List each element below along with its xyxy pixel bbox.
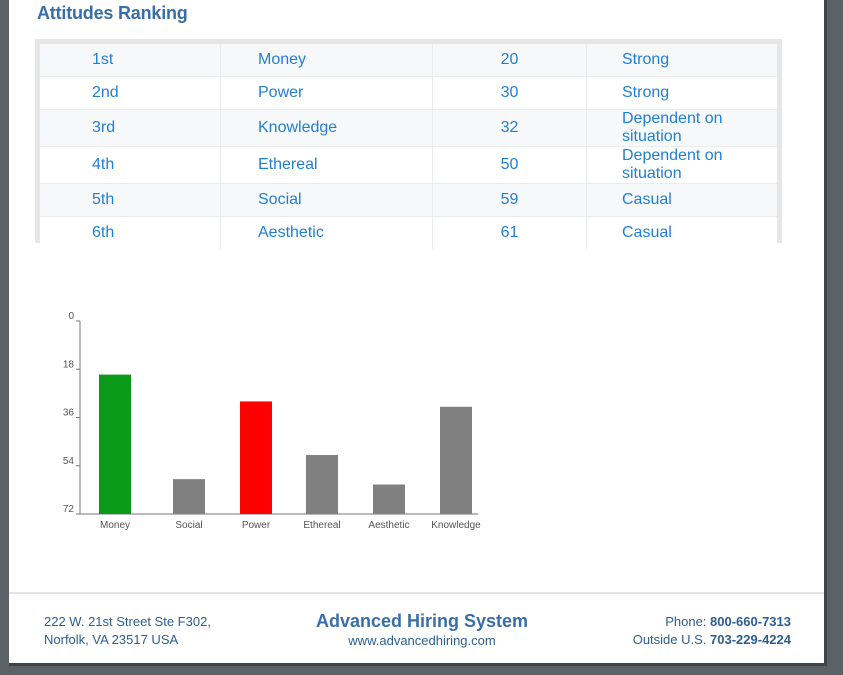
bar-ethereal xyxy=(306,455,338,514)
outside-phone-line: Outside U.S. 703-229-4224 xyxy=(633,631,791,649)
rank-cell: 6th xyxy=(40,216,221,249)
attitude-cell: Social xyxy=(220,183,433,217)
bar-money xyxy=(99,374,131,514)
y-tick-label: 72 xyxy=(63,504,75,515)
table-row: 3rd Knowledge 32 Dependent on situation xyxy=(40,109,777,147)
rank-cell: 5th xyxy=(40,183,221,217)
footer-phones: Phone: 800-660-7313 Outside U.S. 703-229… xyxy=(633,613,791,649)
brand-url[interactable]: www.advancedhiring.com xyxy=(348,633,496,648)
outside-label: Outside U.S. xyxy=(632,632,707,647)
bar-knowledge xyxy=(440,406,472,514)
x-tick-label: Aesthetic xyxy=(368,520,409,531)
bar-aesthetic xyxy=(373,484,405,514)
x-tick-label: Money xyxy=(100,520,130,531)
score-cell: 30 xyxy=(432,76,587,110)
bar-chart-svg: 0 18 36 54 72 Money Social Power Ethereal Aesthet… xyxy=(63,311,481,531)
outside-phone-number[interactable]: 703-229-4224 xyxy=(710,632,791,647)
x-tick-label: Ethereal xyxy=(303,520,340,531)
ranking-table: 1st Money 20 Strong 2nd Power 30 Strong 3rd Knowl… xyxy=(40,44,777,249)
y-tick-label: 18 xyxy=(63,359,75,370)
score-cell: 32 xyxy=(432,109,587,147)
bar-power xyxy=(240,401,272,514)
brand-name: Advanced Hiring System xyxy=(315,611,529,631)
score-cell: 59 xyxy=(432,183,587,217)
table-row: 4th Ethereal 50 Dependent on situation xyxy=(40,146,777,184)
x-tick-label: Power xyxy=(242,520,271,531)
address-line-2: Norfolk, VA 23517 USA xyxy=(44,632,179,647)
x-tick-label: Knowledge xyxy=(431,520,481,531)
attitude-cell: Aesthetic xyxy=(220,216,433,249)
score-cell: 20 xyxy=(432,44,587,77)
level-cell: Dependent on situation xyxy=(586,146,777,184)
level-cell: Casual xyxy=(586,216,777,249)
rank-cell: 3rd xyxy=(40,109,221,147)
footer-divider xyxy=(9,592,824,594)
footer-address: 222 W. 21st Street Ste F302, Norfolk, VA… xyxy=(44,613,211,649)
page-shadow-right xyxy=(824,0,827,663)
attitude-cell: Power xyxy=(220,76,433,110)
score-cell: 50 xyxy=(432,146,587,184)
phone-line: Phone: 800-660-7313 xyxy=(633,613,791,631)
table-row: 5th Social 59 Casual xyxy=(40,183,777,217)
bar-social xyxy=(173,479,205,514)
attitude-cell: Knowledge xyxy=(220,109,433,147)
y-tick-label: 54 xyxy=(63,456,75,467)
level-cell: Strong xyxy=(586,76,777,110)
address-line-1: 222 W. 21st Street Ste F302, xyxy=(44,614,211,629)
level-cell: Dependent on situation xyxy=(586,109,777,147)
score-cell: 61 xyxy=(432,216,587,249)
level-cell: Casual xyxy=(586,183,777,217)
attitudes-chart: 0 18 36 54 72 Money Social Power Ethereal Aesthet… xyxy=(40,300,510,545)
footer-brand: Advanced Hiring System www.advancedhirin… xyxy=(290,610,554,650)
rank-cell: 4th xyxy=(40,146,221,184)
section-title: Attitudes Ranking xyxy=(37,3,188,23)
attitude-cell: Money xyxy=(220,44,433,77)
table-row: 1st Money 20 Strong xyxy=(40,44,777,77)
x-tick-label: Social xyxy=(175,520,202,531)
table-row: 6th Aesthetic 61 Casual xyxy=(40,216,777,249)
rank-cell: 2nd xyxy=(40,76,221,110)
level-cell: Strong xyxy=(586,44,777,77)
rank-cell: 1st xyxy=(40,44,221,77)
page-shadow-bottom xyxy=(9,663,827,666)
y-tick-label: 0 xyxy=(68,311,74,322)
table-row: 2nd Power 30 Strong xyxy=(40,76,777,110)
phone-number[interactable]: 800-660-7313 xyxy=(710,614,791,629)
phone-label: Phone: xyxy=(665,614,707,629)
y-tick-label: 36 xyxy=(63,408,75,419)
ranking-table-frame: 1st Money 20 Strong 2nd Power 30 Strong 3rd Knowl… xyxy=(35,39,782,249)
attitude-cell: Ethereal xyxy=(220,146,433,184)
